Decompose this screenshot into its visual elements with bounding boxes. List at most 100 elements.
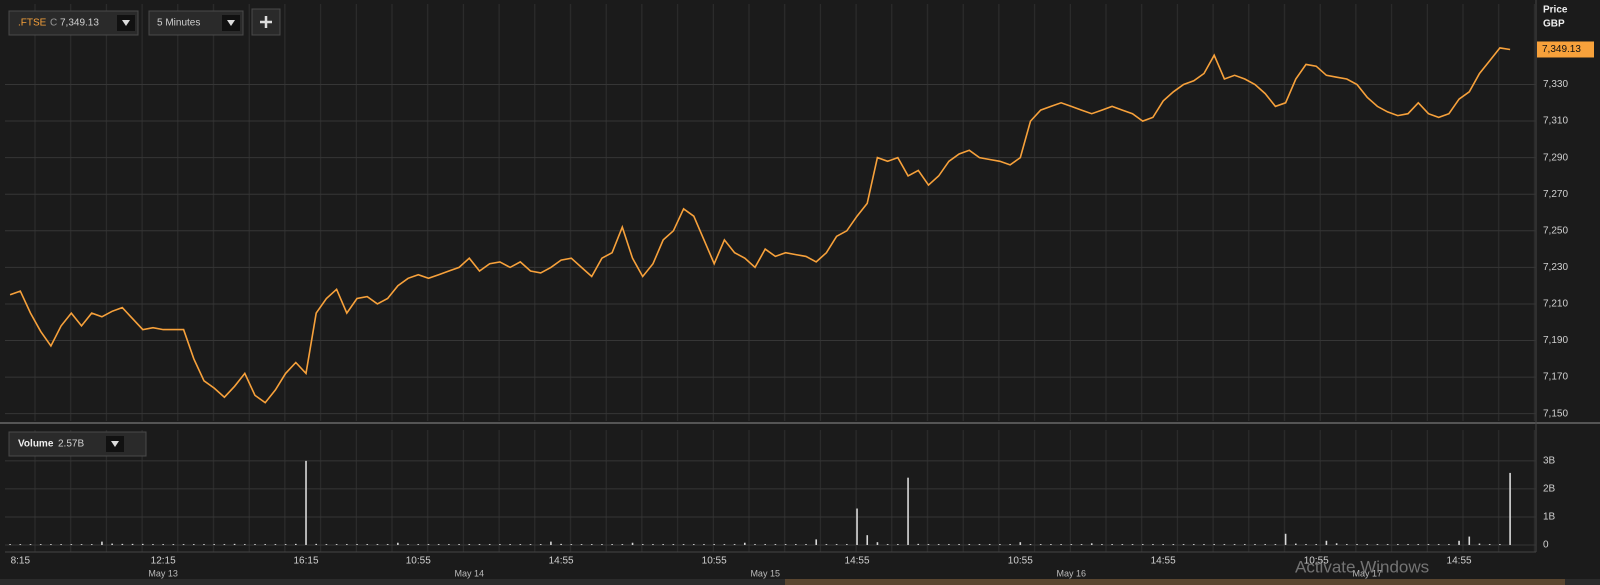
volume-bar	[9, 544, 11, 545]
date-label: May 13	[148, 568, 178, 578]
x-tick-label: 16:15	[294, 556, 319, 567]
volume-bar	[448, 544, 450, 545]
last-price-tag	[1537, 41, 1594, 58]
volume-bar	[835, 544, 838, 545]
volume-bar	[978, 544, 981, 545]
y-tick-label: 2B	[1543, 484, 1556, 495]
y-tick-label: 7,330	[1543, 79, 1568, 90]
volume-bar	[1182, 544, 1185, 545]
y-tick-label: 7,270	[1543, 189, 1568, 200]
volume-bar	[356, 544, 358, 545]
volume-last: 2.57B	[58, 439, 84, 450]
volume-bar	[1305, 544, 1307, 545]
plus-icon	[260, 16, 272, 28]
volume-bar	[19, 544, 22, 545]
volume-bar	[141, 543, 144, 545]
volume-bar	[948, 544, 950, 545]
volume-bar	[1050, 544, 1052, 545]
volume-bar	[692, 544, 695, 545]
volume-bar	[152, 544, 154, 545]
volume-bar	[1274, 544, 1277, 545]
volume-bar	[1499, 544, 1501, 545]
volume-bar	[560, 543, 562, 545]
volume-bar	[907, 477, 909, 545]
volume-bar	[917, 543, 920, 545]
volume-bar	[529, 544, 532, 545]
volume-bar	[1009, 544, 1011, 545]
volume-bar	[743, 542, 746, 545]
volume-bar	[1315, 544, 1318, 545]
volume-bar	[652, 544, 654, 545]
volume-bar	[815, 539, 818, 545]
volume-bar	[305, 460, 307, 545]
volume-bar	[876, 542, 879, 545]
volume-bar	[335, 544, 338, 545]
volume-bar	[499, 544, 501, 545]
date-label: May 17	[1352, 568, 1382, 578]
volume-bar	[519, 544, 522, 545]
volume-bar	[1346, 544, 1348, 545]
volume-bar	[988, 544, 991, 545]
y-tick-label: 7,290	[1543, 152, 1568, 163]
date-label: May 15	[750, 568, 780, 578]
y-tick-label: 7,170	[1543, 372, 1568, 383]
volume-bar	[1264, 544, 1266, 545]
x-tick-label: 14:55	[1151, 556, 1176, 567]
y-tick-label: 7,150	[1543, 408, 1568, 419]
x-tick-label: 14:55	[549, 556, 574, 567]
volume-bar	[243, 544, 246, 545]
y-tick-label: 7,190	[1543, 335, 1568, 346]
volume-bar	[1458, 540, 1460, 545]
volume-bar	[203, 544, 205, 545]
volume-bar	[1131, 544, 1134, 545]
volume-bar	[795, 544, 797, 545]
date-label: May 14	[455, 568, 485, 578]
volume-bar	[1356, 544, 1358, 545]
volume-bar	[458, 544, 460, 545]
volume-bar	[1029, 544, 1032, 545]
price-line	[9, 47, 1511, 404]
volume-bar	[437, 544, 440, 545]
volume-bar	[39, 544, 42, 545]
volume-bar	[488, 544, 491, 545]
y-tick-label: 7,210	[1543, 299, 1568, 310]
price-panel-grid	[5, 4, 1536, 421]
volume-bar	[264, 544, 266, 545]
x-tick-label: 10:55	[406, 556, 431, 567]
volume-bar	[1376, 544, 1379, 545]
volume-bar	[713, 544, 715, 545]
volume-bar	[856, 508, 858, 545]
volume-bar	[80, 544, 83, 545]
volume-bar	[621, 544, 624, 545]
volume-bar	[1141, 544, 1144, 545]
volume-bar	[90, 544, 93, 545]
volume-bar	[407, 544, 409, 545]
volume-bar	[682, 544, 685, 545]
volume-bar	[162, 544, 164, 545]
y-axis-unit: GBP	[1543, 19, 1565, 30]
close-price: 7,349.13	[60, 18, 99, 29]
volume-bar	[182, 544, 185, 545]
volume-bar	[1468, 536, 1471, 545]
volume-bar	[213, 544, 215, 545]
last-price-label: 7,349.13	[1542, 44, 1581, 55]
volume-bar	[1101, 544, 1103, 545]
symbol-dropdown[interactable]	[8, 10, 139, 36]
volume-title: Volume	[18, 439, 54, 450]
volume-bar	[366, 544, 369, 545]
volume-bar	[101, 541, 103, 545]
symbol: .FTSE	[18, 18, 47, 29]
volume-bar	[937, 544, 940, 545]
y-tick-label: 0	[1543, 540, 1549, 551]
y-tick-label: 7,250	[1543, 225, 1568, 236]
volume-bar	[397, 542, 399, 545]
x-tick-label: 10:55	[702, 556, 727, 567]
volume-bar	[1407, 544, 1409, 545]
volume-bar	[754, 544, 756, 545]
volume-bar	[897, 544, 899, 545]
volume-bar	[1243, 544, 1246, 545]
volume-bar	[1162, 544, 1164, 545]
volume-bar	[611, 544, 613, 545]
scrollbar-thumb[interactable]	[785, 579, 1565, 585]
